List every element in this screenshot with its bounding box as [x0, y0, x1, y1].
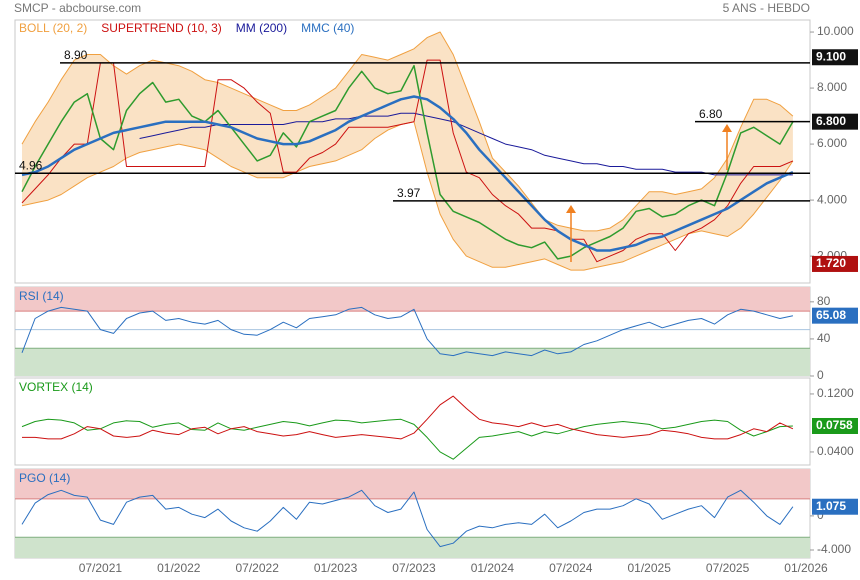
y-tick-label: 0.1200 [817, 386, 854, 400]
y-tick-label: 6.000 [817, 136, 847, 150]
x-tick-label: 01/2025 [628, 561, 672, 575]
y-tick-label: 0 [817, 508, 824, 522]
signal-arrow-head [722, 124, 732, 132]
chart-subtitle: 5 ANS - HEBDO [723, 1, 810, 15]
x-tick-label: 01/2026 [784, 561, 828, 575]
legend-entry: BOLL (20, 2) [19, 21, 87, 35]
indicator-line [21, 418, 793, 460]
price-line [21, 64, 794, 260]
y-tick-label: 10.000 [817, 24, 854, 38]
x-tick-label: 01/2023 [314, 561, 358, 575]
panel-frame [14, 377, 811, 466]
x-tick-label: 01/2024 [471, 561, 515, 575]
value-tag [812, 498, 858, 515]
y-tick-label: 4.000 [817, 192, 847, 206]
indicator-line [21, 306, 794, 357]
overbought-zone [15, 287, 810, 312]
y-tick-label: 0 [817, 368, 824, 382]
oversold-zone [15, 348, 810, 376]
y-tick-label: -4.000 [817, 542, 851, 556]
value-tag-label: 1.075 [816, 499, 846, 513]
legend-entry: MMC (40) [301, 21, 354, 35]
x-tick-label: 07/2025 [706, 561, 750, 575]
value-tag-label: 65.08 [816, 308, 846, 322]
level-label: 4.96 [19, 158, 43, 172]
indicator-line [22, 395, 794, 440]
panel-title: RSI (14) [19, 289, 64, 303]
value-tag [812, 417, 858, 434]
price-tag [812, 113, 858, 130]
x-tick-label: 07/2023 [392, 561, 436, 575]
y-tick-label: 0.0400 [817, 444, 854, 458]
panel-title: PGO (14) [19, 471, 70, 485]
price-tag [812, 255, 858, 272]
y-tick-label: 8.000 [817, 80, 847, 94]
signal-arrow-head [566, 205, 576, 213]
bollinger-fill [22, 32, 793, 271]
y-tick-label: 40 [817, 331, 831, 345]
bollinger-upper [21, 31, 794, 232]
legend-entry: MM (200) [236, 21, 287, 35]
indicator-line [21, 489, 794, 548]
mm200-line [139, 112, 793, 176]
panel-title: VORTEX (14) [19, 380, 93, 394]
level-label: 6.80 [699, 107, 723, 121]
x-tick-label: 07/2024 [549, 561, 593, 575]
level-label: 3.97 [397, 186, 421, 200]
level-label: 8.90 [64, 48, 88, 62]
price-tag-label: 1.720 [816, 256, 846, 270]
mmc40-line [21, 95, 794, 252]
oversold-zone [15, 537, 810, 558]
x-tick-label: 07/2021 [79, 561, 123, 575]
value-tag-label: 0.0758 [816, 418, 853, 432]
value-tag [812, 307, 858, 324]
legend-entry: SUPERTREND (10, 3) [101, 21, 221, 35]
price-tag-label: 9.100 [816, 49, 846, 63]
chart-title: SMCP - abcbourse.com [14, 1, 141, 15]
y-tick-label: 80 [817, 294, 831, 308]
price-tag [812, 49, 858, 66]
x-tick-label: 01/2022 [157, 561, 201, 575]
x-tick-label: 07/2022 [236, 561, 280, 575]
panel-frame [14, 19, 811, 284]
price-tag-label: 6.800 [816, 114, 846, 128]
